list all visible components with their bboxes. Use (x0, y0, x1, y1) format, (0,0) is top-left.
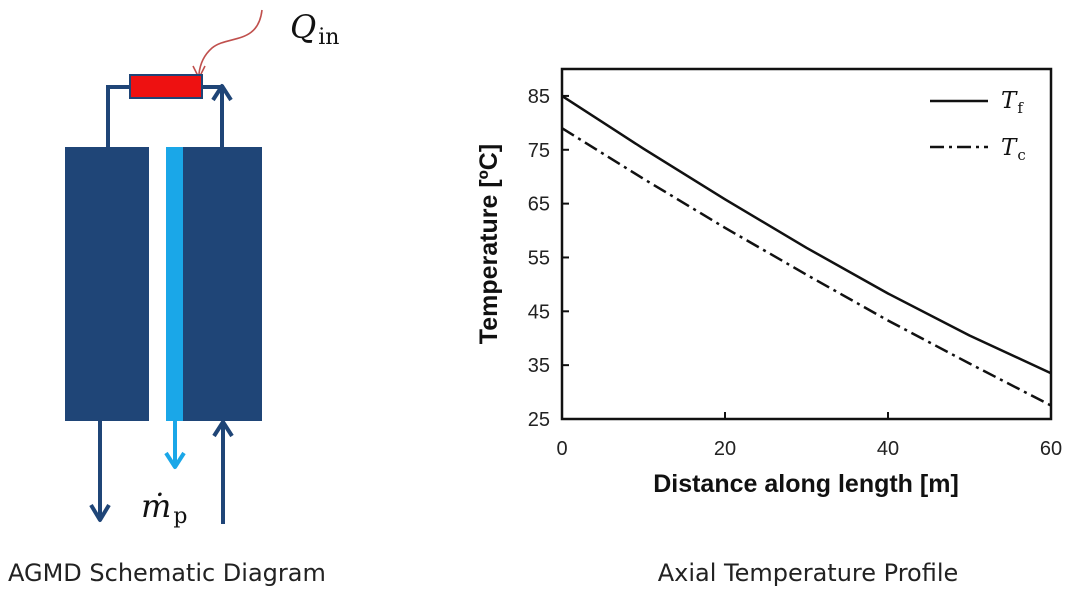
y-tick-label: 55 (528, 247, 550, 269)
x-axis-ticks: 0 20 40 60 (556, 412, 1062, 460)
y-axis-ticks: 25 35 45 55 65 75 85 (528, 86, 569, 431)
y-tick-label: 35 (528, 355, 550, 377)
y-tick-label: 75 (528, 140, 550, 162)
y-axis-title: Temperature [ºC] (475, 144, 503, 344)
chart-caption: Axial Temperature Profile (658, 559, 959, 587)
heat-input-line (198, 9, 263, 75)
permeate-flow-label: ṁp (141, 487, 187, 529)
air-gap-channel (149, 147, 166, 421)
x-axis-title: Distance along length [m] (653, 470, 959, 498)
heat-input-label: Qin (290, 8, 339, 50)
legend: Tf Tc (930, 88, 1026, 164)
loop-up-arrowhead (211, 84, 233, 102)
plot-frame (560, 67, 1053, 421)
permeate-outlet-arrowhead (164, 451, 186, 469)
series-line-tf (561, 94, 1052, 375)
temperature-chart: 25 35 45 55 65 75 85 0 20 40 60 Tf Tc Temperature… (475, 67, 1062, 587)
series-layer (561, 94, 1052, 407)
y-tick-label: 45 (528, 301, 550, 323)
legend-label-tf: Tf (1001, 88, 1024, 117)
x-tick-label: 60 (1040, 438, 1062, 460)
y-tick-label: 85 (528, 86, 550, 108)
x-tick-label: 40 (877, 438, 899, 460)
brine-outlet-arrowhead (89, 503, 111, 522)
agmd-schematic: Qin ṁp AGMD Schematic Diagram (8, 8, 339, 587)
y-tick-label: 25 (528, 409, 550, 431)
schematic-caption: AGMD Schematic Diagram (8, 559, 326, 587)
feed-inlet-arrowhead (212, 420, 234, 438)
series-line-tc (561, 127, 1052, 407)
x-tick-label: 20 (714, 438, 736, 460)
heater-block (129, 74, 203, 99)
legend-label-tc: Tc (1001, 135, 1026, 164)
x-tick-label: 0 (556, 438, 567, 460)
y-tick-label: 65 (528, 194, 550, 216)
permeate-channel (166, 147, 183, 421)
